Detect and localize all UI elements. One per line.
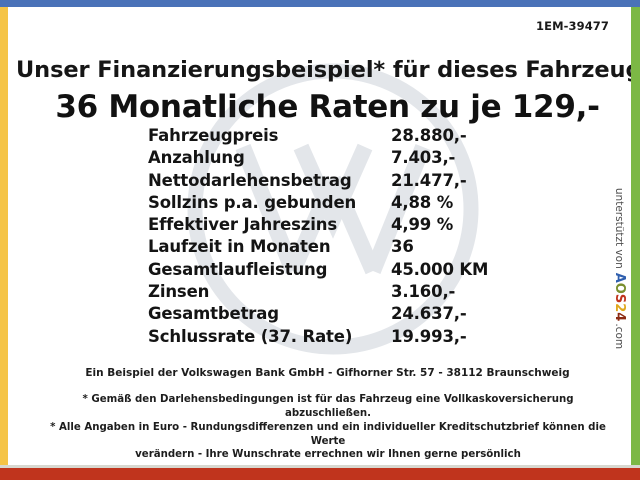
border-left-yellow <box>0 7 8 465</box>
footnote-euro-line2: verändern - Ihre Wunschrate errechnen wi… <box>135 449 521 460</box>
table-row: Nettodarlehensbetrag 21.477,- <box>148 171 508 193</box>
financing-value: 3.160,- <box>391 282 456 302</box>
table-row: Effektiver Jahreszins 4,99 % <box>148 215 508 237</box>
aos24-logo-letter-a: A <box>612 272 628 283</box>
reference-code: 1EM-39477 <box>536 19 609 33</box>
bank-info-line: Ein Beispiel der Volkswagen Bank GmbH - … <box>85 367 570 379</box>
financing-label: Gesamtbetrag <box>148 304 279 324</box>
financing-value: 4,88 % <box>391 192 454 212</box>
aos24-logo-letter-2: 2 <box>612 302 628 312</box>
table-row: Anzahlung 7.403,- <box>148 148 508 170</box>
financing-value: 28.880,- <box>391 126 467 145</box>
sponsor-prefix-label: unterstützt von <box>613 187 626 269</box>
aos24-logo-letter-s: S <box>612 293 628 303</box>
financing-label: Laufzeit in Monaten <box>148 237 331 257</box>
financing-table: Fahrzeugpreis 28.880,- Anzahlung 7.403,- Net… <box>148 126 508 349</box>
financing-value: 21.477,- <box>391 170 467 190</box>
financing-label: Fahrzeugpreis <box>148 126 279 145</box>
page-title: Unser Finanzierungsbeispiel* für dieses … <box>16 57 640 83</box>
financing-label: Sollzins p.a. gebunden <box>148 192 357 212</box>
table-row: Sollzins p.a. gebunden 4,88 % <box>148 193 508 215</box>
table-row: Schlussrate (37. Rate) 19.993,- <box>148 327 508 349</box>
footnote-insurance: * Gemäß den Darlehensbedingungen ist für… <box>82 394 574 419</box>
footnote-euro-line1: * Alle Angaben in Euro - Rundungsdiffere… <box>50 422 606 447</box>
financing-label: Effektiver Jahreszins <box>148 215 338 235</box>
financing-label: Zinsen <box>148 282 210 302</box>
table-row: Laufzeit in Monaten 36 <box>148 237 508 259</box>
financing-label: Nettodarlehensbetrag <box>148 170 352 190</box>
financing-value: 36 <box>391 237 414 257</box>
financing-value: 7.403,- <box>391 148 456 168</box>
financing-value: 19.993,- <box>391 326 467 346</box>
table-row: Gesamtbetrag 24.637,- <box>148 304 508 326</box>
financing-label: Schlussrate (37. Rate) <box>148 326 353 346</box>
financing-label: Anzahlung <box>148 148 245 168</box>
table-row: Zinsen 3.160,- <box>148 282 508 304</box>
table-row: Fahrzeugpreis 28.880,- <box>148 126 508 148</box>
aos24-logo-letter-o: O <box>612 282 628 294</box>
border-bottom-separator <box>0 465 640 468</box>
border-top-blue <box>0 0 640 7</box>
aos24-logo-suffix: .com <box>613 322 626 349</box>
page-subtitle-rate: 36 Monatliche Raten zu je 129,- <box>55 89 600 125</box>
border-right-green <box>631 7 640 465</box>
border-bottom-red <box>0 465 640 480</box>
sponsor-inner: unterstützt von A O S 2 4 .com <box>613 187 628 348</box>
financing-value: 24.637,- <box>391 304 467 324</box>
financing-value: 4,99 % <box>391 215 454 235</box>
aos24-logo-letter-4: 4 <box>612 311 628 321</box>
financing-value: 45.000 KM <box>391 259 489 279</box>
table-row: Gesamtlaufleistung 45.000 KM <box>148 260 508 282</box>
financing-label: Gesamtlaufleistung <box>148 259 328 279</box>
content-area: 1EM-39477 Unser Finanzierungsbeispiel* f… <box>8 7 640 480</box>
sponsor-strip: unterstützt von A O S 2 4 .com <box>609 168 631 368</box>
